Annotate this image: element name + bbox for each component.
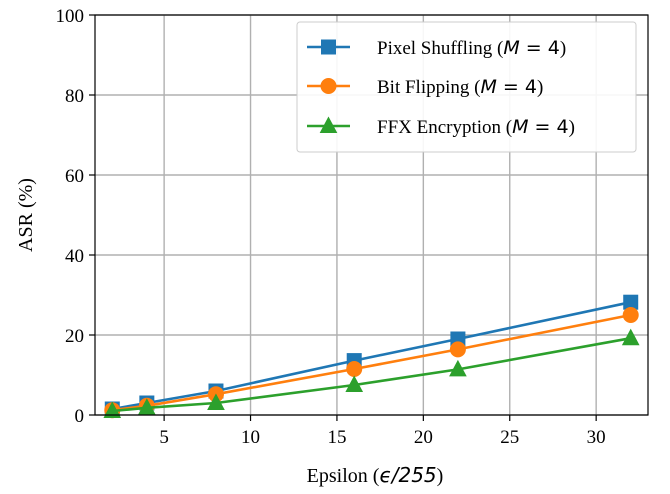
y-axis-ticks: 0 20 40 60 80 100	[56, 6, 95, 427]
legend-entry: FFX Encryption (M = 4)	[307, 116, 575, 138]
plot-frame	[94, 14, 649, 416]
y-tick-label: 100	[56, 6, 85, 27]
data-point-triangle	[621, 328, 640, 346]
data-point-circle	[346, 361, 363, 377]
data-point-triangle	[207, 393, 225, 410]
legend-entry: Bit Flipping (M = 4)	[307, 76, 543, 98]
y-tick-label: 0	[75, 406, 85, 427]
legend: Pixel Shuffling (M = 4) Bit Flipping (M =…	[296, 21, 637, 153]
series-layer	[103, 294, 640, 419]
series-ffx-encryption	[103, 328, 640, 418]
data-point-circle	[622, 307, 639, 323]
y-tick-label: 60	[65, 166, 84, 187]
y-tick-label: 20	[65, 326, 84, 347]
series-bit-flipping	[104, 307, 639, 419]
series-line	[112, 300, 631, 411]
series-pixel-shuffling	[104, 294, 639, 417]
x-tick-label: 10	[241, 427, 260, 448]
x-tick-label: 25	[500, 427, 519, 448]
legend-marker-circle	[320, 78, 337, 94]
data-point-triangle	[345, 375, 364, 392]
x-tick-label: 5	[159, 427, 169, 448]
y-tick-label: 40	[65, 246, 84, 267]
data-point-triangle	[138, 398, 156, 415]
data-point-circle	[449, 341, 466, 358]
series-line	[112, 336, 631, 413]
data-point-triangle	[449, 359, 467, 377]
legend-label: FFX Encryption (M = 4)	[377, 116, 575, 138]
x-axis-ticks: 5 10 15 20 25 30	[159, 415, 606, 448]
legend-marker-triangle	[319, 116, 338, 133]
x-tick-label: 15	[327, 427, 346, 448]
x-tick-label: 20	[414, 427, 433, 448]
x-axis-label: Epsilon (ϵ/255)	[307, 463, 444, 487]
legend-marker-square	[321, 39, 336, 55]
y-axis-label: ASR (%)	[15, 178, 37, 252]
x-tick-label: 30	[587, 427, 606, 448]
legend-label: Pixel Shuffling (M = 4)	[377, 37, 566, 59]
legend-box	[296, 21, 637, 153]
legend-label: Bit Flipping (M = 4)	[377, 76, 543, 98]
legend-entry: Pixel Shuffling (M = 4)	[307, 37, 566, 59]
data-point-triangle	[103, 401, 122, 418]
y-tick-label: 80	[65, 86, 84, 107]
